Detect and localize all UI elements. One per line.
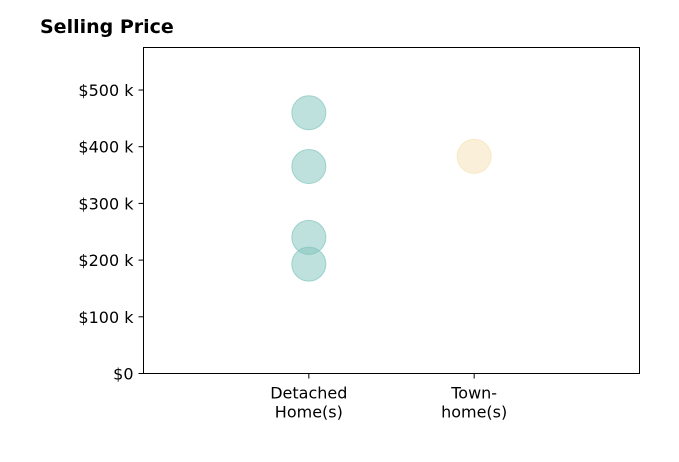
y-tick-label: $400 k	[78, 138, 134, 157]
data-points	[291, 95, 492, 282]
y-tick-label: $100 k	[78, 308, 134, 327]
x-axis: Detached Home(s) Town-home(s)	[270, 373, 507, 422]
y-axis: $0 $100 k $200 k $300 k $400 k $500 k	[78, 81, 144, 384]
y-tick-label: $300 k	[78, 194, 134, 213]
x-tick-label: Detached Home(s)	[270, 384, 347, 422]
chart-title: Selling Price	[40, 16, 174, 38]
data-point	[291, 246, 327, 282]
data-point	[291, 149, 327, 185]
data-point	[291, 95, 327, 131]
y-tick-label: $500 k	[78, 81, 134, 100]
plot-frame	[143, 47, 640, 374]
data-point	[456, 138, 492, 174]
x-tick-label: Town-home(s)	[441, 384, 507, 422]
y-tick-label: $0	[113, 365, 133, 384]
y-tick-label: $200 k	[78, 251, 134, 270]
